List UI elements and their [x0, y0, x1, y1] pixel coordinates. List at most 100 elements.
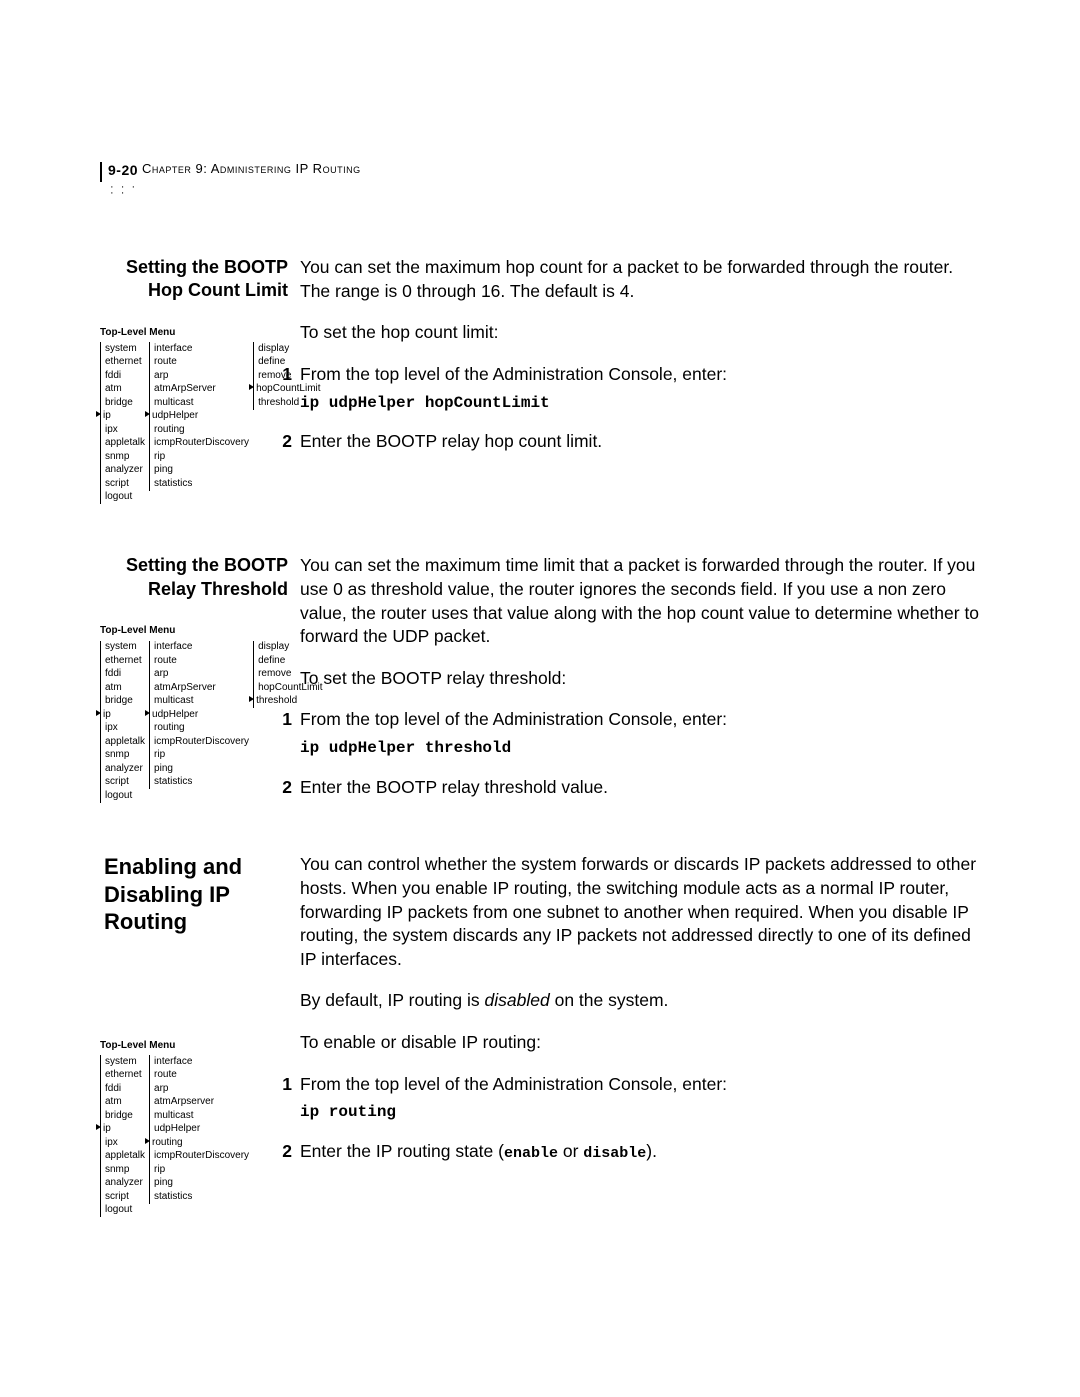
lead-text: To set the hop count limit:	[300, 321, 980, 345]
menu-item: udpHelper	[154, 1123, 251, 1137]
menu-column: systemethernetfddiatmbridgeipipxappletal…	[100, 342, 147, 504]
menu-column: systemethernetfddiatmbridgeipipxappletal…	[100, 641, 147, 803]
menu-item: multicast	[154, 1109, 251, 1123]
menu-item: system	[105, 1055, 147, 1069]
menu-item: ipx	[105, 722, 147, 736]
menu-item: bridge	[105, 396, 147, 410]
menu-item: system	[105, 342, 147, 356]
menu-item: atm	[105, 681, 147, 695]
menu-item: ethernet	[105, 1069, 147, 1083]
pointer-icon	[249, 384, 254, 390]
pointer-icon	[145, 411, 150, 417]
menu-item: appletalk	[105, 735, 147, 749]
menu-item: analyzer	[105, 762, 147, 776]
menu-item: ping	[154, 762, 251, 776]
menu-item: ping	[154, 1177, 251, 1191]
intro-text: You can control whether the system forwa…	[300, 853, 980, 971]
menu-item: ipx	[105, 423, 147, 437]
emphasis: disabled	[485, 990, 550, 1010]
pointer-icon	[96, 710, 101, 716]
menu-item: arp	[154, 1082, 251, 1096]
step-number: 1	[272, 363, 300, 387]
page: 9-20 · · · · · Chapter 9: Administering …	[0, 0, 1080, 1397]
section-hop-count: Setting the BOOTP Hop Count Limit Top-Le…	[100, 256, 980, 504]
menu-item: rip	[154, 1163, 251, 1177]
menu-item: routing	[154, 423, 251, 437]
text: on the system.	[550, 990, 669, 1010]
menu-item: logout	[105, 789, 147, 803]
left-column: Setting the BOOTP Relay Threshold Top-Le…	[100, 554, 300, 802]
step-2: 2 Enter the IP routing state (enable or …	[300, 1140, 980, 1164]
step-2: 2 Enter the BOOTP relay threshold value.	[300, 776, 980, 800]
menu-item: atm	[105, 383, 147, 397]
menu-item: multicast	[154, 396, 251, 410]
menu-item: appletalk	[105, 437, 147, 451]
code: enable	[504, 1145, 558, 1162]
step-text: Enter the BOOTP relay threshold value.	[300, 776, 608, 800]
menu-item: logout	[105, 491, 147, 505]
menu-item: ip	[105, 1123, 147, 1137]
menu-item: fddi	[105, 668, 147, 682]
menu-item: fddi	[105, 1082, 147, 1096]
menu-item: route	[154, 654, 251, 668]
command-text: ip udpHelper threshold	[300, 738, 980, 760]
pointer-icon	[96, 411, 101, 417]
step-1: 1 From the top level of the Administrati…	[300, 708, 980, 732]
menu-item: bridge	[105, 695, 147, 709]
menu-item: snmp	[105, 1163, 147, 1177]
menu-item: icmpRouterDiscovery	[154, 735, 251, 749]
menu-item: interface	[154, 1055, 251, 1069]
text: By default, IP routing is	[300, 990, 485, 1010]
section-title: Setting the BOOTP Hop Count Limit	[100, 256, 288, 303]
step-number: 2	[272, 430, 300, 454]
menu-item: udpHelper	[154, 708, 251, 722]
dots-icon: · · · · ·	[110, 184, 142, 196]
menu-item: statistics	[154, 776, 251, 790]
pointer-icon	[249, 696, 254, 702]
menu-item: system	[105, 641, 147, 655]
menu-item: route	[154, 356, 251, 370]
header-mark: 9-20 · · · · ·	[100, 160, 142, 196]
page-number: 9-20	[108, 162, 138, 178]
chapter-title: Chapter 9: Administering IP Routing	[142, 160, 361, 176]
menu-item: interface	[154, 641, 251, 655]
step-1: 1 From the top level of the Administrati…	[300, 1073, 980, 1097]
menu-item: atm	[105, 1096, 147, 1110]
menu-item: ethernet	[105, 654, 147, 668]
menu-item: routing	[154, 722, 251, 736]
left-column: Enabling and Disabling IP Routing Top-Le…	[100, 853, 300, 1217]
menu-column: interfaceroutearpatmArpServermulticastud…	[149, 641, 251, 790]
pointer-icon	[145, 710, 150, 716]
command-text: ip udpHelper hopCountLimit	[300, 393, 980, 415]
step-text: Enter the IP routing state (enable or di…	[300, 1140, 657, 1164]
step-number: 2	[272, 1140, 300, 1164]
menu-item: icmpRouterDiscovery	[154, 437, 251, 451]
menu-item: routing	[154, 1136, 251, 1150]
menu-item: atmArpServer	[154, 383, 251, 397]
lead-text: To set the BOOTP relay threshold:	[300, 667, 980, 691]
menu-item: statistics	[154, 1190, 251, 1204]
code: disable	[583, 1145, 646, 1162]
menu-column: systemethernetfddiatmbridgeipipxappletal…	[100, 1055, 147, 1217]
intro-text: You can set the maximum hop count for a …	[300, 256, 980, 303]
left-column: Setting the BOOTP Hop Count Limit Top-Le…	[100, 256, 300, 504]
pointer-icon	[96, 1124, 101, 1130]
menu-item: arp	[154, 668, 251, 682]
menu-title: Top-Level Menu	[100, 625, 288, 638]
menu-title: Top-Level Menu	[100, 1040, 288, 1053]
step-number: 2	[272, 776, 300, 800]
step-number: 1	[272, 1073, 300, 1097]
step-2: 2 Enter the BOOTP relay hop count limit.	[300, 430, 980, 454]
menu-item: ethernet	[105, 356, 147, 370]
menu-item: statistics	[154, 477, 251, 491]
section-title: Enabling and Disabling IP Routing	[100, 853, 288, 936]
menu-item: ipx	[105, 1136, 147, 1150]
lead-text: To enable or disable IP routing:	[300, 1031, 980, 1055]
section-title: Setting the BOOTP Relay Threshold	[100, 554, 288, 601]
step-text: From the top level of the Administration…	[300, 363, 727, 387]
menu-item: udpHelper	[154, 410, 251, 424]
menu-box: Top-Level Menu systemethernetfddiatmbrid…	[100, 625, 288, 803]
body-text: You can set the maximum hop count for a …	[300, 256, 980, 458]
menu-item: ip	[105, 410, 147, 424]
menu-item: arp	[154, 369, 251, 383]
